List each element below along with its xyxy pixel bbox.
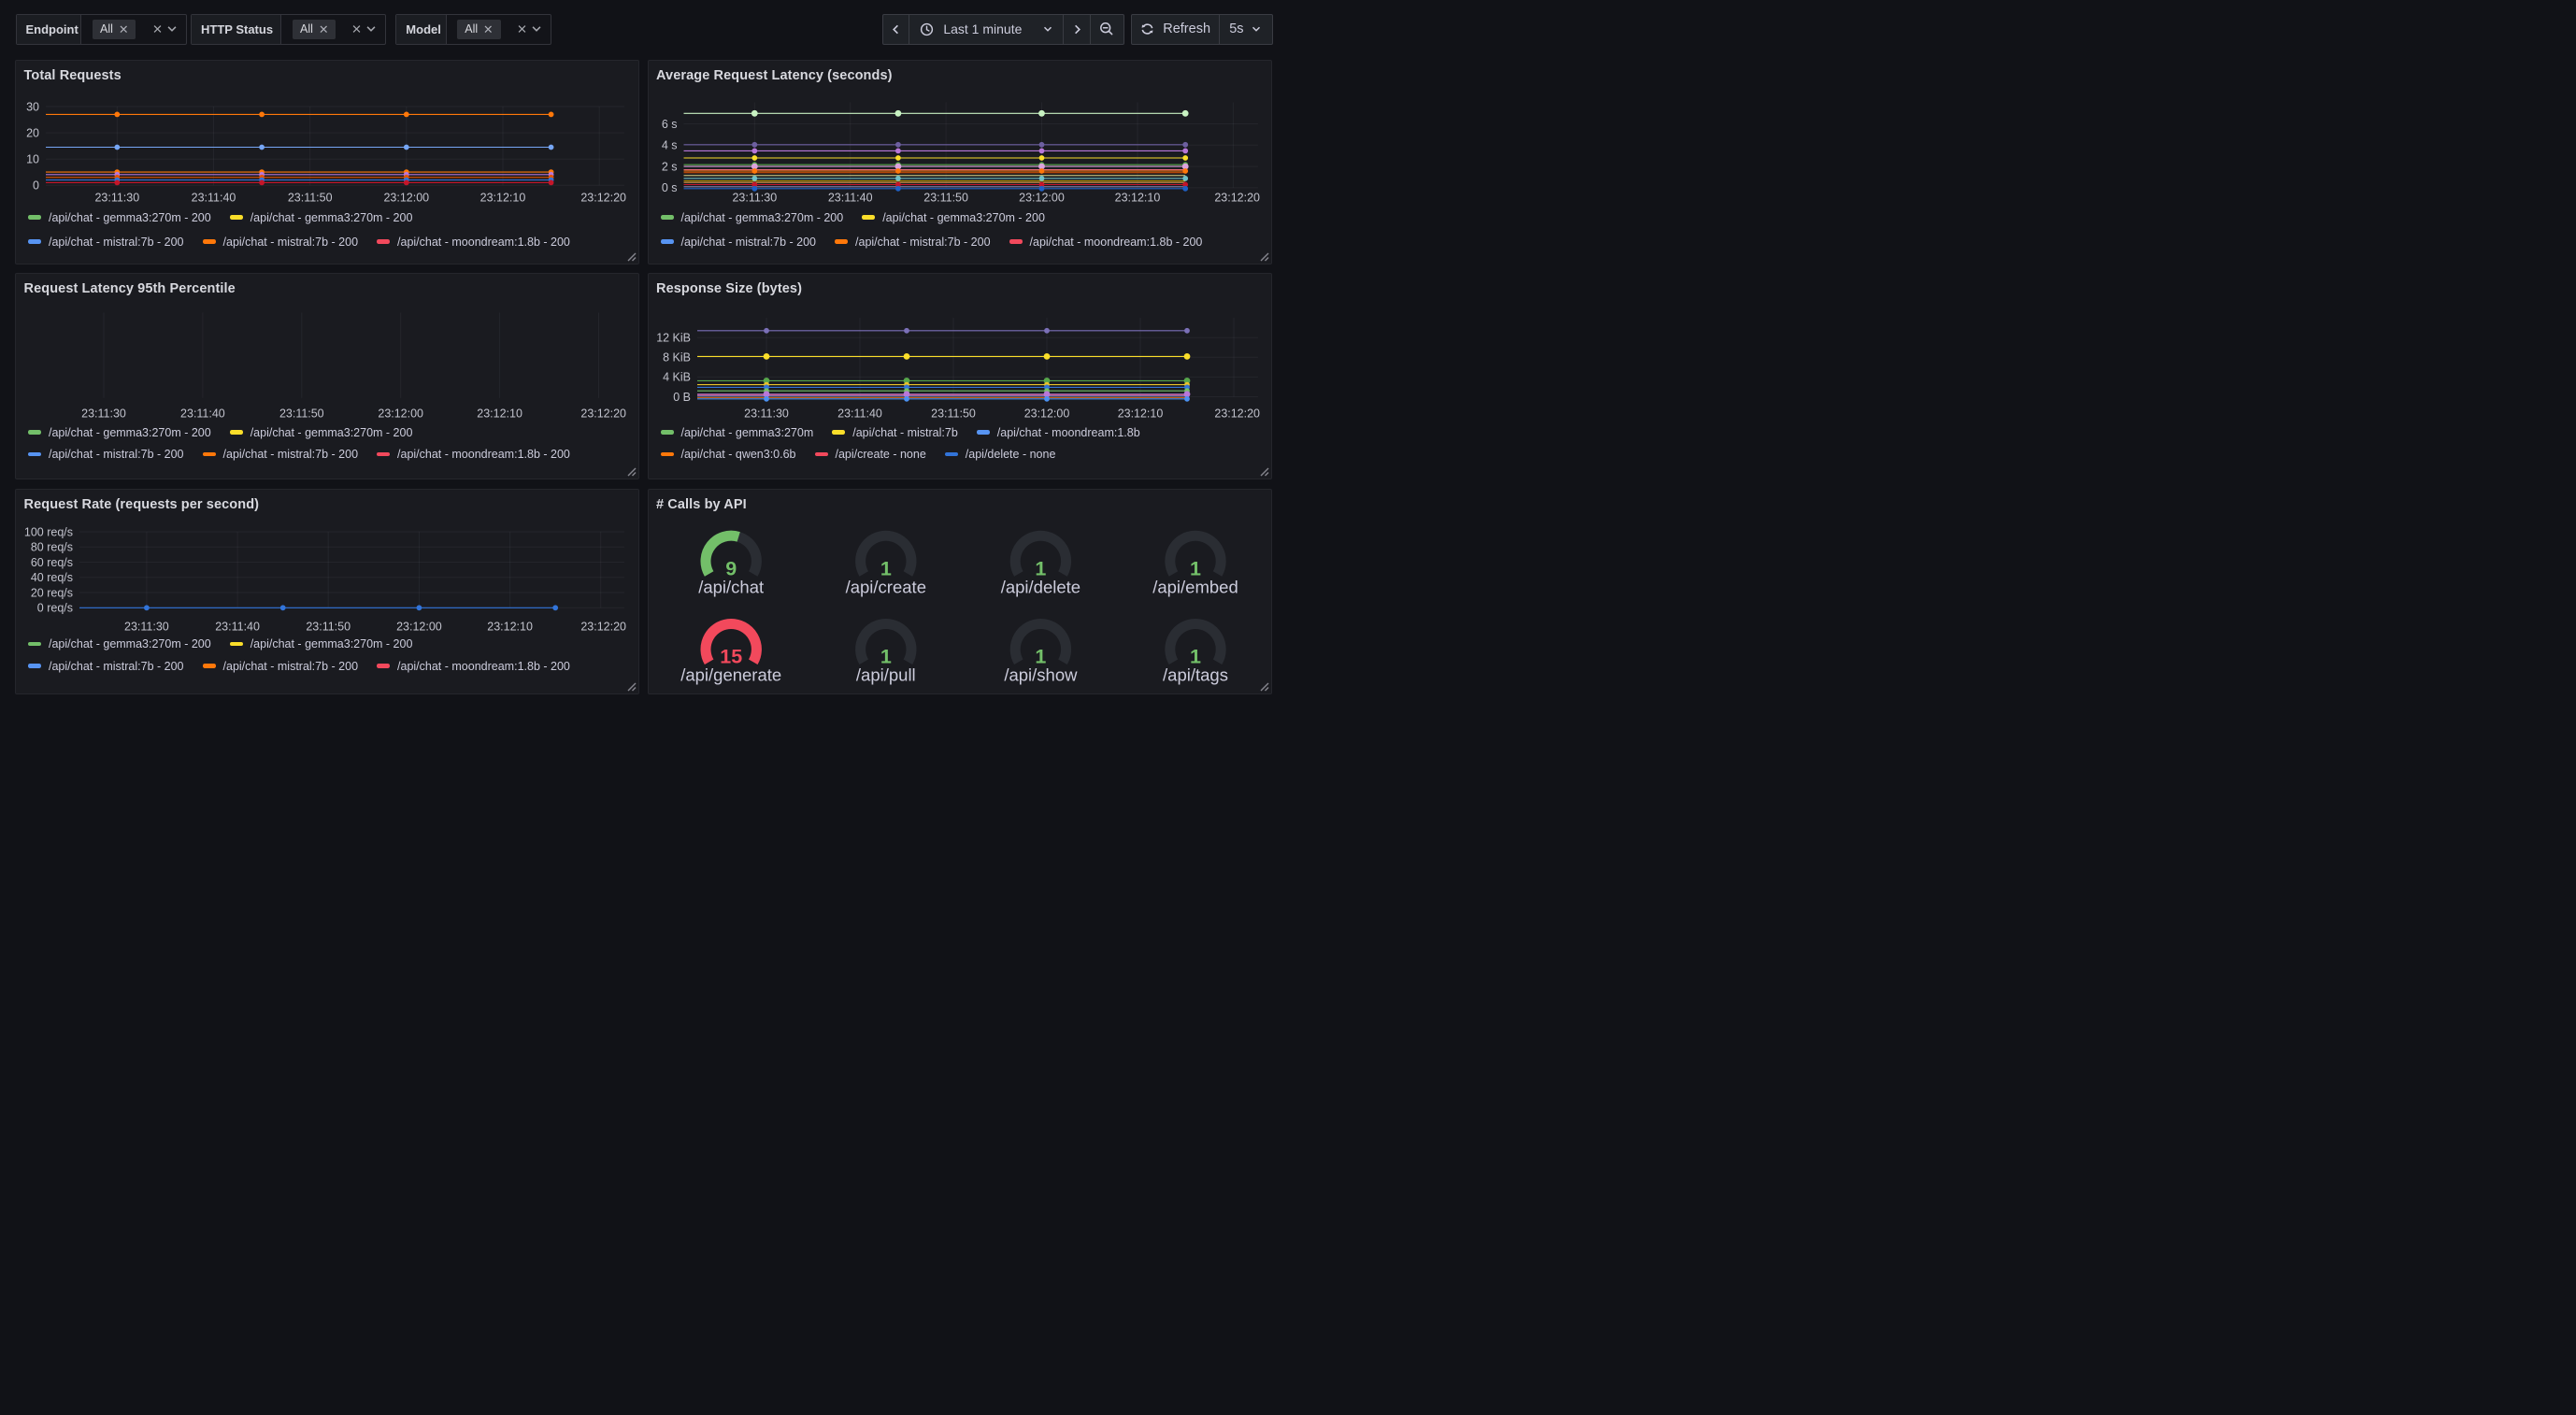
svg-text:40 req/s: 40 req/s: [31, 571, 73, 584]
svg-text:23:12:00: 23:12:00: [1019, 191, 1065, 204]
svg-text:23:11:30: 23:11:30: [124, 621, 169, 634]
svg-text:23:11:30: 23:11:30: [732, 191, 777, 204]
svg-text:23:11:40: 23:11:40: [180, 407, 225, 420]
svg-text:23:11:50: 23:11:50: [306, 621, 351, 634]
svg-text:1: 1: [1035, 646, 1046, 668]
svg-text:23:12:20: 23:12:20: [1214, 191, 1260, 204]
svg-text:23:12:00: 23:12:00: [1023, 407, 1069, 420]
svg-text:9: 9: [725, 557, 737, 579]
svg-text:23:12:20: 23:12:20: [1214, 407, 1260, 420]
svg-text:23:12:00: 23:12:00: [396, 621, 442, 634]
svg-text:/api/create: /api/create: [845, 577, 925, 596]
svg-text:23:11:50: 23:11:50: [923, 191, 968, 204]
svg-text:/api/generate: /api/generate: [680, 665, 781, 685]
svg-text:/api/pull: /api/pull: [855, 665, 915, 685]
svg-text:12 KiB: 12 KiB: [656, 331, 691, 344]
svg-text:23:11:30: 23:11:30: [744, 407, 789, 420]
svg-text:1: 1: [1190, 646, 1201, 668]
svg-text:10: 10: [26, 152, 39, 165]
svg-text:0: 0: [33, 179, 39, 193]
svg-text:1: 1: [880, 557, 891, 579]
svg-text:23:12:10: 23:12:10: [480, 191, 526, 204]
svg-text:23:12:10: 23:12:10: [1117, 407, 1163, 420]
svg-text:60 req/s: 60 req/s: [31, 556, 73, 569]
svg-text:4 KiB: 4 KiB: [663, 371, 691, 384]
svg-text:1: 1: [1190, 557, 1201, 579]
svg-text:1: 1: [880, 646, 891, 668]
svg-text:23:11:40: 23:11:40: [192, 191, 236, 204]
svg-text:/api/chat: /api/chat: [698, 577, 764, 596]
svg-text:30: 30: [26, 100, 39, 113]
svg-text:/api/embed: /api/embed: [1152, 577, 1238, 596]
svg-text:0 req/s: 0 req/s: [37, 602, 73, 615]
svg-text:0 s: 0 s: [661, 181, 677, 194]
svg-text:23:12:20: 23:12:20: [580, 621, 626, 634]
svg-text:/api/delete: /api/delete: [1000, 577, 1080, 596]
svg-text:23:12:00: 23:12:00: [378, 407, 423, 420]
svg-text:23:11:50: 23:11:50: [931, 407, 976, 420]
svg-text:23:12:10: 23:12:10: [477, 407, 522, 420]
svg-text:20: 20: [26, 126, 39, 139]
svg-text:23:11:50: 23:11:50: [279, 407, 324, 420]
svg-text:20 req/s: 20 req/s: [31, 586, 73, 599]
svg-text:15: 15: [720, 646, 742, 668]
svg-text:4 s: 4 s: [661, 139, 677, 152]
svg-text:80 req/s: 80 req/s: [31, 541, 73, 554]
svg-text:23:11:30: 23:11:30: [94, 191, 139, 204]
svg-text:23:12:00: 23:12:00: [383, 191, 429, 204]
svg-text:23:11:40: 23:11:40: [827, 191, 872, 204]
svg-text:23:11:50: 23:11:50: [288, 191, 333, 204]
svg-text:0 B: 0 B: [673, 391, 691, 404]
svg-text:6 s: 6 s: [661, 118, 677, 131]
svg-text:23:11:40: 23:11:40: [837, 407, 882, 420]
svg-text:2 s: 2 s: [661, 160, 677, 173]
svg-text:100 req/s: 100 req/s: [24, 525, 73, 538]
svg-text:1: 1: [1035, 557, 1046, 579]
svg-text:23:11:40: 23:11:40: [215, 621, 260, 634]
svg-text:8 KiB: 8 KiB: [663, 351, 691, 364]
svg-text:23:12:20: 23:12:20: [580, 407, 626, 420]
svg-text:23:11:30: 23:11:30: [81, 407, 126, 420]
svg-text:23:12:10: 23:12:10: [1114, 191, 1160, 204]
svg-text:/api/tags: /api/tags: [1163, 665, 1228, 685]
svg-text:23:12:20: 23:12:20: [580, 191, 626, 204]
svg-text:23:12:10: 23:12:10: [487, 621, 533, 634]
svg-text:/api/show: /api/show: [1004, 665, 1078, 685]
